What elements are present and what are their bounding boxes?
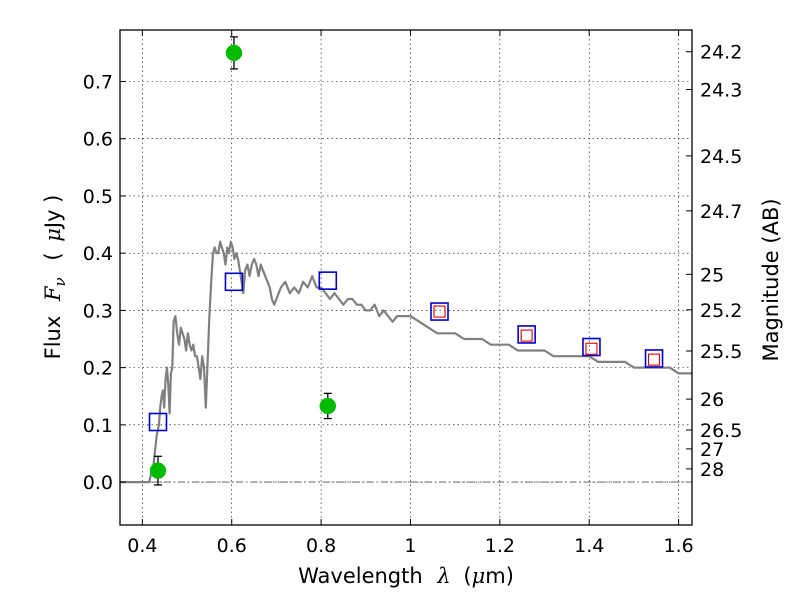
tick-labels: 0.4 0.6 0.8 1 1.2 1.4 1.6 0.0 0.1 0.2 0.3 0.4 0.5 0.6… [83,42,743,557]
model-photometry-square [517,325,536,344]
y2-tick-label: 24.7 [700,201,742,223]
y2-tick-label: 25.2 [700,300,742,322]
observed-flux-point [319,397,337,415]
observed-flux-point [149,462,167,479]
y2-tick-label: 26 [700,389,724,411]
model-photometry-square [644,349,664,368]
y2-tick-label: 25.5 [700,341,742,363]
y2-tick-label: 25 [700,264,724,286]
observed-small-square [647,353,661,366]
y2-tick-label: 28 [700,459,724,481]
x-tick-label: 1.2 [485,535,515,557]
axis-ticks [120,30,692,525]
y-tick-label: 0.2 [83,358,113,380]
y2-tick-label: 26.5 [700,420,742,442]
x-tick-label: 1.4 [574,535,604,557]
model-photometry-square [318,271,338,290]
observed-flux-point [225,44,243,62]
y2-tick-label: 27 [700,439,724,461]
x-axis-title: Wavelength λ (μm) [298,564,514,588]
data-markers [148,36,664,486]
y2-tick-label: 24.2 [700,42,742,64]
observed-small-square [520,329,533,342]
x-tick-label: 0.6 [217,535,247,557]
x-tick-label: 0.4 [127,535,157,557]
y-axis-title: Flux Fν ( μJy ) [41,195,70,360]
y-tick-label: 0.5 [83,186,113,208]
grid [120,30,692,525]
x-tick-label: 0.8 [306,535,336,557]
observed-small-square [433,305,446,318]
model-photometry-square [224,272,244,292]
y-tick-label: 0.4 [83,243,113,265]
x-tick-label: 1.6 [663,535,693,557]
sed-curve [120,240,692,484]
model-photometry-square [430,302,449,321]
model-photometry-square [582,337,601,357]
x-tick-label: 1 [404,535,416,557]
plot-frame [119,29,693,526]
y2-tick-label: 24.5 [700,146,742,168]
y-tick-label: 0.3 [83,300,113,322]
y-tick-label: 0.7 [83,72,113,94]
y-tick-label: 0.1 [83,415,113,437]
y-tick-label: 0.6 [83,129,113,151]
y2-tick-label: 24.3 [700,80,742,102]
model-photometry-square [148,412,168,432]
y-tick-label: 0.0 [83,472,113,494]
model-sed-line [120,240,692,484]
observed-small-square [585,342,598,355]
y2-axis-title: Magnitude (AB) [759,198,783,361]
